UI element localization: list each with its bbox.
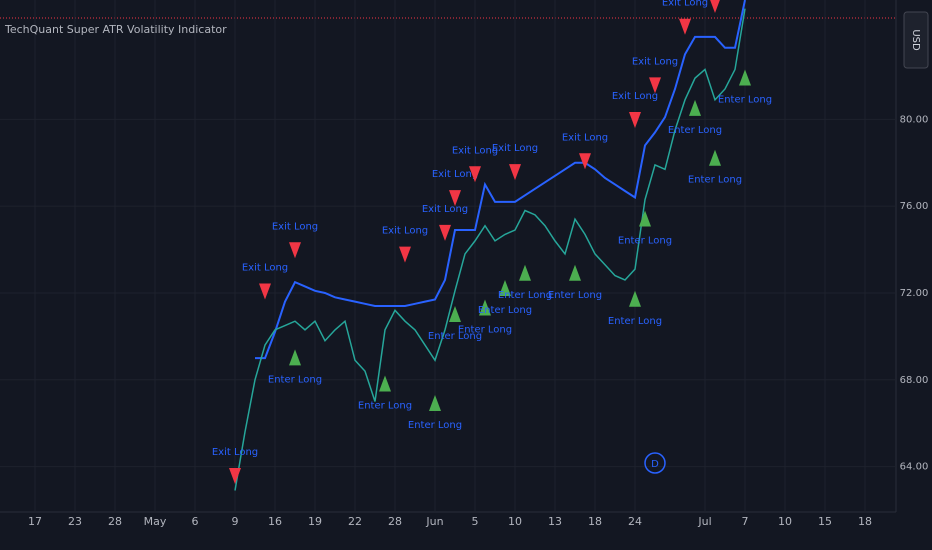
enter-long-marker xyxy=(629,290,641,307)
enter-long-marker xyxy=(379,375,391,392)
enter-long-label: Enter Long xyxy=(268,374,322,385)
x-tick-label: 18 xyxy=(858,515,872,528)
enter-long-marker xyxy=(429,394,441,411)
price-line xyxy=(234,8,746,491)
x-tick-label: Jun xyxy=(425,515,443,528)
exit-long-label: Exit Long xyxy=(242,262,288,273)
currency-label: USD xyxy=(910,29,921,51)
x-tick-label: 28 xyxy=(388,515,402,528)
exit-long-label: Exit Long xyxy=(492,143,538,154)
enter-long-marker xyxy=(569,264,581,281)
enter-long-label: Enter Long xyxy=(428,331,482,342)
enter-long-label: Enter Long xyxy=(498,290,552,301)
exit-long-marker xyxy=(259,283,271,300)
enter-long-marker xyxy=(289,349,301,366)
enter-long-label: Enter Long xyxy=(408,420,462,431)
exit-long-label: Exit Long xyxy=(612,91,658,102)
exit-long-marker xyxy=(649,77,661,94)
exit-long-label: Exit Long xyxy=(562,132,608,143)
enter-long-label: Enter Long xyxy=(718,94,772,105)
plot-area: 64.00 68.00 72.00 76.00 80.00 17 23 28 May 6 9 16 19… xyxy=(0,0,928,528)
x-tick-label: 6 xyxy=(192,515,199,528)
exit-long-marker xyxy=(469,166,481,183)
y-tick-label: 72.00 xyxy=(900,288,929,299)
x-tick-label: 10 xyxy=(508,515,522,528)
enter-long-label: Enter Long xyxy=(668,125,722,136)
dividend-icon[interactable] xyxy=(644,452,666,474)
x-tick-label: 5 xyxy=(472,515,479,528)
exit-long-marker xyxy=(679,18,691,35)
y-tick-label: 68.00 xyxy=(900,375,929,386)
x-tick-label: 16 xyxy=(268,515,282,528)
enter-long-label: Enter Long xyxy=(358,400,412,411)
exit-long-label: Exit Long xyxy=(632,56,678,67)
x-tick-label: 9 xyxy=(232,515,239,528)
x-tick-label: 17 xyxy=(28,515,42,528)
x-tick-label: 24 xyxy=(628,515,642,528)
enter-long-label: Enter Long xyxy=(608,316,662,327)
currency-box[interactable] xyxy=(903,11,929,69)
exit-long-label: Exit Long xyxy=(432,169,478,180)
enter-long-label: Enter Long xyxy=(618,236,672,247)
exit-long-marker xyxy=(449,190,461,207)
exit-long-label: Exit Long xyxy=(212,447,258,458)
x-tick-label: 23 xyxy=(68,515,82,528)
x-tick-label: 19 xyxy=(308,515,322,528)
exit-long-label: Exit Long xyxy=(452,145,498,156)
enter-long-marker xyxy=(499,279,511,296)
enter-long-marker xyxy=(689,99,701,116)
exit-long-marker xyxy=(439,224,451,241)
y-tick-label: 80.00 xyxy=(900,114,929,125)
x-tick-label: 7 xyxy=(742,515,749,528)
x-tick-label: 22 xyxy=(348,515,362,528)
exit-long-marker xyxy=(289,242,301,259)
exit-long-label: Exit Long xyxy=(422,204,468,215)
exit-long-marker xyxy=(229,467,241,484)
exit-long-marker xyxy=(579,153,591,170)
exit-long-marker xyxy=(710,0,720,14)
enter-long-label: Enter Long xyxy=(478,305,532,316)
enter-long-label: Enter Long xyxy=(458,324,512,335)
exit-long-label: Exit Long xyxy=(382,226,428,237)
enter-long-marker xyxy=(479,299,491,316)
enter-long-marker xyxy=(449,306,461,322)
x-tick-label: 15 xyxy=(818,515,832,528)
exit-long-marker xyxy=(629,112,641,129)
x-tick-label: 13 xyxy=(548,515,562,528)
x-tick-label: 10 xyxy=(778,515,792,528)
enter-long-label: Enter Long xyxy=(548,290,602,301)
exit-long-marker xyxy=(399,246,411,263)
enter-long-marker xyxy=(519,264,531,281)
exit-long-label: Exit Long xyxy=(272,221,318,232)
y-tick-label: 64.00 xyxy=(900,462,929,473)
exit-long-label: Exit Long xyxy=(662,0,708,9)
x-tick-label: May xyxy=(144,515,167,528)
x-tick-label: 18 xyxy=(588,515,602,528)
chart-title: TechQuant Super ATR Volatility Indicator xyxy=(4,23,227,36)
enter-long-label: Enter Long xyxy=(688,175,742,186)
y-tick-label: 76.00 xyxy=(900,201,929,212)
enter-long-marker xyxy=(739,69,751,86)
x-tick-label: 28 xyxy=(108,515,122,528)
exit-long-marker xyxy=(509,164,521,181)
x-tick-label: Jul xyxy=(697,515,711,528)
dividend-icon-letter: D xyxy=(651,459,659,470)
trailing-stop-line xyxy=(255,0,746,360)
enter-long-marker xyxy=(709,149,721,166)
enter-long-marker xyxy=(639,210,651,227)
